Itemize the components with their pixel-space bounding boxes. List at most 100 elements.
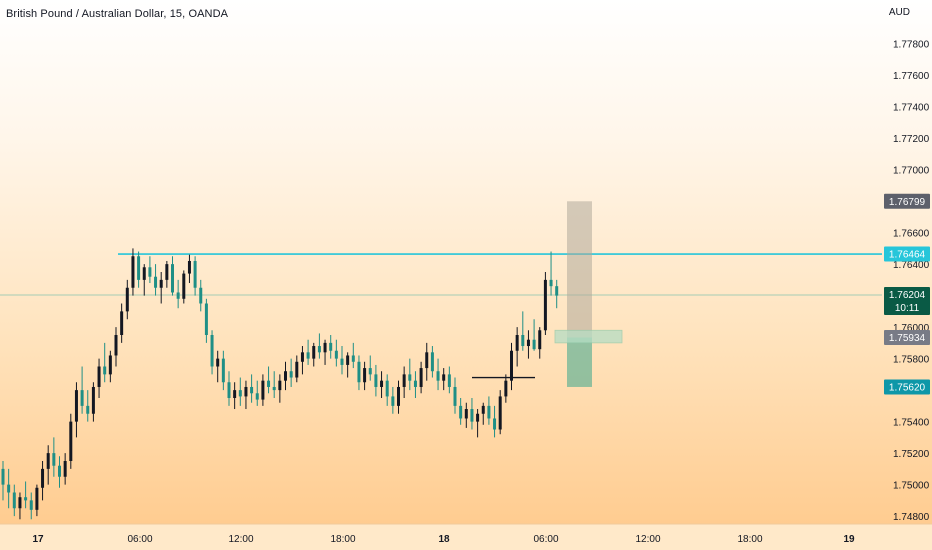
time-axis-band	[0, 524, 932, 550]
candle-body	[515, 335, 519, 351]
axes: 1.74800 1.75000 1.75200 1.75400 1.75800 1.760…	[0, 40, 932, 550]
candle-body	[521, 335, 525, 347]
candle-body	[35, 487, 39, 510]
candle-body	[481, 405, 485, 414]
candle-body	[1, 468, 5, 485]
price-badge-value: 1.75620	[889, 382, 926, 393]
candle-body	[278, 380, 282, 391]
candle-body	[447, 374, 451, 387]
candle-body	[148, 267, 152, 277]
candle-body	[97, 366, 101, 387]
candle-body	[272, 386, 276, 391]
candle-body	[493, 418, 497, 430]
candle-body	[329, 342, 333, 351]
candle-body	[52, 453, 56, 466]
chart-title: British Pound / Australian Dollar, 15, O…	[6, 8, 229, 20]
candle-body	[18, 497, 22, 509]
long-position-tool	[554, 201, 623, 387]
candle-body	[255, 393, 259, 400]
candle-body	[74, 390, 78, 422]
candle-body	[46, 453, 50, 469]
candle-body	[154, 276, 158, 288]
candle-body	[487, 405, 491, 419]
candle-body	[216, 358, 220, 367]
candle-body	[334, 350, 338, 359]
candle-body	[391, 396, 395, 406]
y-tick-label: 1.77000	[893, 166, 930, 177]
target-zone	[567, 201, 592, 338]
candle-body	[176, 292, 180, 299]
price-badge-value: 1.76464	[889, 250, 926, 261]
candle-body	[238, 390, 242, 397]
candle-body	[204, 303, 208, 335]
candle-body	[131, 256, 135, 288]
candle-body	[284, 371, 287, 381]
candle-body	[108, 355, 112, 375]
candle-body	[289, 371, 293, 378]
entry-zone	[554, 329, 623, 344]
candle-body	[171, 264, 174, 293]
candle-body	[24, 497, 28, 501]
candles	[1, 248, 559, 520]
candle-body	[295, 361, 299, 378]
candle-body	[12, 492, 16, 509]
candle-body	[125, 287, 129, 312]
candle-body	[413, 380, 417, 387]
x-tick-label: 18	[438, 534, 450, 545]
x-tick-label: 06:00	[533, 534, 558, 545]
price-badge	[884, 246, 930, 262]
y-tick-label: 1.75400	[893, 418, 930, 429]
candle-body	[549, 279, 553, 287]
y-tick-label: 1.77800	[893, 40, 930, 51]
candle-body	[430, 352, 434, 372]
candle-body	[351, 355, 355, 362]
candle-body	[142, 267, 146, 280]
candle-body	[69, 421, 73, 461]
candle-body	[91, 386, 95, 414]
price-badge	[884, 286, 930, 315]
candle-body	[199, 287, 203, 304]
stop-zone	[567, 337, 592, 387]
candle-body	[363, 368, 367, 383]
candle-body	[193, 260, 197, 288]
candle-body	[317, 346, 321, 353]
candle-body	[425, 352, 429, 369]
candle-body	[357, 361, 361, 383]
candle-body	[244, 386, 248, 397]
x-tick-label: 12:00	[228, 534, 253, 545]
candle-body	[476, 413, 480, 422]
price-badge	[884, 379, 930, 395]
candle-body	[555, 286, 559, 296]
y-tick-label: 1.76600	[893, 229, 930, 240]
candle-body	[306, 352, 310, 359]
price-badge-value: 1.75934	[889, 333, 926, 344]
x-tick-label: 12:00	[635, 534, 660, 545]
candle-body	[187, 260, 191, 274]
x-tick-label: 19	[843, 534, 855, 545]
x-tick-label: 18:00	[330, 534, 355, 545]
candle-body	[159, 279, 163, 288]
candle-body	[543, 279, 547, 331]
drawing-lines	[0, 253, 882, 379]
candle-body	[103, 366, 107, 375]
candle-body	[210, 335, 214, 367]
x-tick-label: 17	[32, 534, 44, 545]
candle-body	[368, 368, 372, 375]
y-tick-label: 1.77400	[893, 103, 930, 114]
candle-body	[58, 465, 61, 477]
candle-body	[526, 339, 530, 347]
candle-body	[250, 386, 254, 394]
candle-body	[29, 500, 33, 510]
candle-body	[436, 371, 440, 381]
candle-body	[267, 380, 271, 387]
candle-body	[137, 256, 141, 280]
candle-body	[504, 380, 508, 397]
candle-body	[419, 368, 423, 387]
candle-body	[532, 339, 536, 350]
candle-body	[397, 386, 400, 406]
price-badge-value: 1.76799	[889, 197, 926, 208]
y-tick-label: 1.75800	[893, 355, 930, 366]
candle-body	[374, 374, 378, 387]
price-badge	[884, 330, 930, 346]
